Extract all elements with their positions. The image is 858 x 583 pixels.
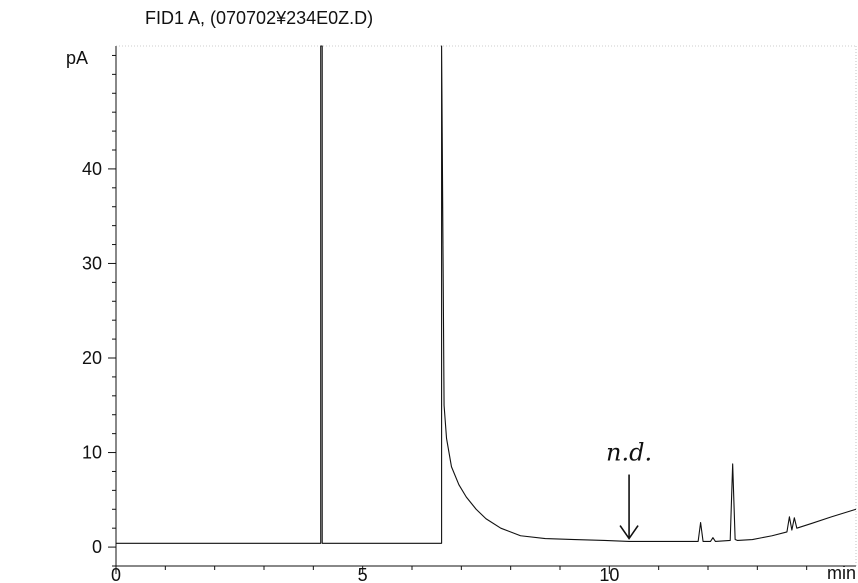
y-tick-label: 40 <box>82 159 102 179</box>
x-tick-label: 5 <box>358 565 368 583</box>
y-axis-label: pA <box>66 48 88 68</box>
x-axis-label: min <box>827 563 856 583</box>
annotation-arrow-head <box>619 525 639 540</box>
x-tick-label: 10 <box>599 565 619 583</box>
y-tick-label: 10 <box>82 443 102 463</box>
series-trace-line <box>116 45 857 544</box>
y-tick-label: 30 <box>82 253 102 273</box>
y-tick-label: 20 <box>82 348 102 368</box>
x-tick-label: 0 <box>111 565 121 583</box>
y-tick-label: 0 <box>92 537 102 557</box>
annotation-nd-label: n.d. <box>606 439 652 467</box>
chart-title: FID1 A, (070702¥234E0Z.D) <box>145 8 373 28</box>
